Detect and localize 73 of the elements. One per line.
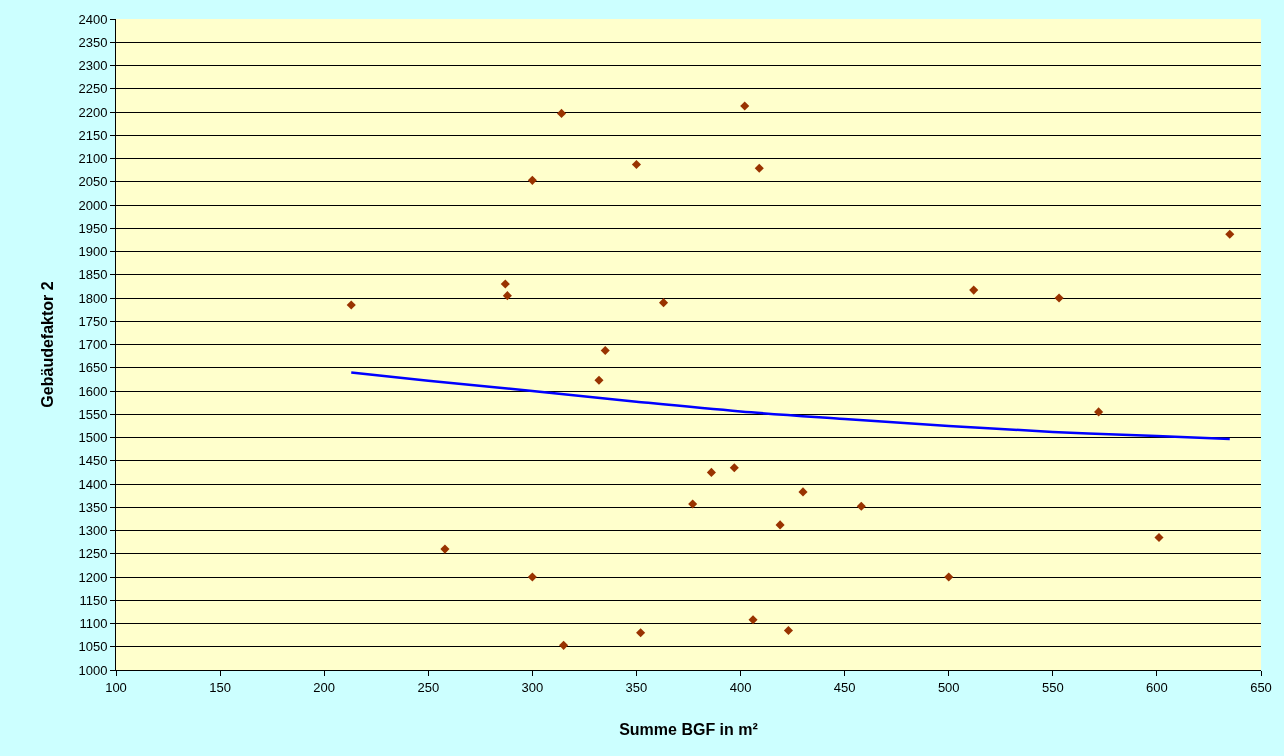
x-tick-label: 550 [1041, 679, 1064, 695]
y-tick-label: 1400 [78, 476, 108, 492]
x-axis-title: Summe BGF in m² [619, 721, 758, 739]
y-tick-label: 2100 [78, 151, 108, 167]
point [600, 345, 610, 356]
x-tick-label: 250 [417, 679, 440, 695]
y-tick-label: 1250 [78, 546, 108, 562]
line-series [350, 371, 1232, 441]
point [775, 520, 785, 530]
x-tick-label: 150 [209, 679, 231, 695]
y-tick-label: 2250 [78, 81, 108, 97]
point [556, 108, 567, 118]
y-tick-label: 1750 [78, 313, 108, 329]
point [706, 467, 716, 477]
point [631, 159, 641, 170]
point [748, 615, 758, 625]
y-tick-label: 1350 [78, 499, 108, 515]
y-tick-label: 1850 [78, 267, 108, 283]
y-tick-label: 1800 [78, 290, 108, 306]
point [527, 572, 537, 582]
y-tick-label: 1000 [78, 662, 108, 678]
x-tick-label: 500 [937, 679, 960, 695]
point [783, 625, 793, 636]
y-tick-label: 1050 [78, 639, 108, 655]
y-tick-label: 1700 [78, 337, 108, 353]
y-tick-label: 1950 [78, 220, 108, 236]
point [636, 628, 646, 638]
point [1054, 293, 1064, 303]
y-tick-label: 1300 [78, 523, 108, 539]
y-tick-label: 1900 [78, 244, 108, 260]
point [740, 101, 750, 111]
point [502, 291, 512, 301]
y-tick-label: 1600 [78, 383, 108, 399]
y-tick-label: 1200 [78, 569, 108, 585]
point [594, 375, 604, 385]
point [527, 175, 537, 185]
point [500, 279, 510, 289]
x-tick-label: 400 [729, 679, 752, 695]
point [688, 499, 698, 509]
point [346, 300, 356, 310]
point [944, 572, 954, 582]
x-tick-label: 200 [313, 679, 336, 695]
y-tick-label: 1650 [78, 360, 108, 376]
point [1225, 229, 1235, 239]
y-tick-label: 1500 [78, 430, 108, 446]
point [658, 298, 669, 308]
point [440, 544, 450, 554]
point [1154, 532, 1164, 543]
point [754, 163, 764, 173]
y-tick-label: 2150 [78, 127, 108, 143]
x-tick-label: 650 [1250, 679, 1272, 695]
x-tick-label: 300 [521, 679, 544, 695]
point [559, 640, 569, 650]
y-tick-label: 2350 [78, 34, 108, 50]
y-axis-title: Gebäudefaktor 2 [39, 281, 57, 408]
x-tick-label: 100 [105, 679, 127, 695]
y-tick-label: 1450 [78, 453, 108, 469]
point [798, 487, 808, 497]
point [856, 501, 866, 511]
y-tick-label: 2000 [78, 197, 108, 213]
y-tick-label: 1150 [79, 592, 108, 608]
y-tick-label: 1550 [78, 406, 108, 422]
x-tick-label: 600 [1146, 679, 1168, 695]
y-tick-label: 2400 [78, 11, 108, 27]
point [969, 285, 979, 295]
point [1094, 407, 1104, 417]
y-tick-label: 1100 [79, 616, 108, 632]
x-tick-label: 350 [625, 679, 648, 695]
x-tick-label: 450 [833, 679, 856, 695]
y-tick-label: 2200 [78, 104, 108, 120]
point [729, 463, 739, 473]
y-tick-label: 2050 [78, 174, 108, 190]
y-tick-label: 2300 [78, 58, 108, 74]
